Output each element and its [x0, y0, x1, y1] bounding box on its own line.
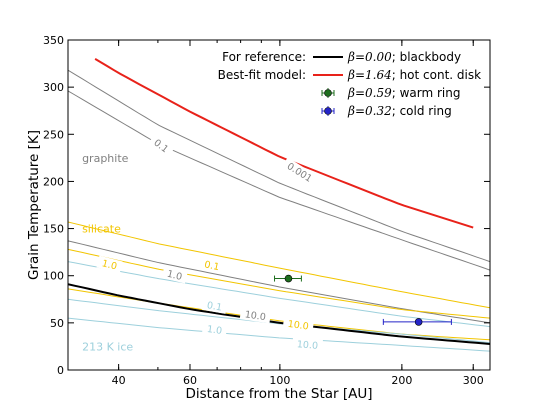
y-axis-label: Grain Temperature [K]	[26, 130, 42, 280]
x-tick-label-40: 40	[112, 374, 126, 387]
legend-label: β=0.59; warm ring	[347, 86, 460, 100]
material-label-mat-graphite: graphite	[82, 152, 129, 165]
legend-entry-disk: Best-fit model: β=1.64; hot cont. disk	[218, 68, 482, 82]
legend-header: Best-fit model:	[218, 68, 306, 82]
legend-label: β=0.00; blackbody	[347, 50, 461, 64]
legend-label: β=1.64; hot cont. disk	[347, 68, 481, 82]
y-tick-label-350: 350	[43, 34, 64, 47]
material-label-mat-ice: 213 K ice	[82, 340, 133, 353]
legend-header: For reference:	[222, 50, 306, 64]
legend-swatch	[325, 108, 332, 115]
y-tick-label-200: 200	[43, 175, 64, 188]
curve-label-lbl-ice-10: 10.0	[292, 337, 323, 352]
legend-label: β=0.32; cold ring	[347, 104, 452, 118]
svg-text:10.0: 10.0	[296, 339, 318, 352]
x-tick-label-200: 200	[391, 374, 412, 387]
y-tick-label-150: 150	[43, 223, 64, 236]
y-tick-label-250: 250	[43, 128, 64, 141]
svg-text:1.0: 1.0	[206, 324, 222, 337]
y-tick-label-100: 100	[43, 270, 64, 283]
y-tick-label-0: 0	[57, 364, 64, 377]
y-tick-label-50: 50	[50, 317, 64, 330]
x-tick-label-300: 300	[463, 374, 484, 387]
legend-swatch	[325, 90, 332, 97]
x-axis-label: Distance from the Star [AU]	[185, 386, 372, 402]
y-tick-label-300: 300	[43, 81, 64, 94]
material-label-mat-silicate: silicate	[82, 223, 121, 236]
